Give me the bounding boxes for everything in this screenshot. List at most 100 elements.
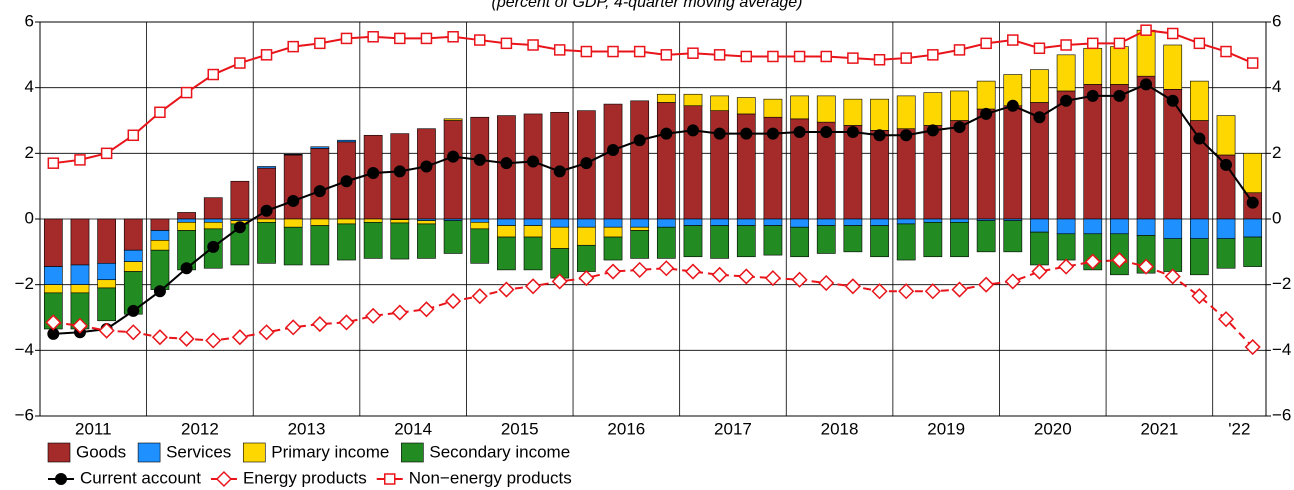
bar (816, 95, 836, 123)
line-marker (180, 262, 193, 275)
bar (656, 93, 676, 103)
line-marker (394, 32, 406, 45)
bar (97, 287, 116, 322)
bar (843, 218, 863, 226)
line-marker (580, 157, 593, 170)
bar (1056, 218, 1076, 235)
y-tick-label: 4 (25, 77, 34, 96)
line-marker (1111, 251, 1128, 269)
bar (497, 236, 516, 271)
line-marker (604, 263, 622, 280)
bar (1030, 69, 1049, 103)
bar (630, 230, 650, 259)
bar (443, 118, 463, 121)
line-marker (498, 281, 515, 298)
bar (896, 223, 916, 261)
bar (976, 108, 996, 220)
line-marker (553, 44, 566, 56)
bar (203, 218, 223, 223)
y2-tick-label: 4 (1272, 77, 1281, 96)
bar (283, 226, 303, 266)
bar (790, 95, 809, 120)
bar (896, 218, 916, 225)
line-marker (233, 221, 246, 234)
bar (523, 218, 543, 226)
line-marker (660, 49, 673, 61)
line-marker (1246, 196, 1259, 209)
line-marker (873, 54, 886, 66)
bar (443, 220, 463, 254)
x-tick-label: 2013 (288, 419, 326, 438)
line-marker (180, 86, 193, 99)
y-tick-label: 6 (25, 11, 34, 30)
y2-tick-label: 6 (1272, 11, 1281, 30)
y2-tick-label: −6 (1272, 405, 1291, 424)
line-marker (898, 283, 915, 300)
line-marker (45, 314, 62, 331)
line-marker (178, 330, 195, 347)
line-marker (154, 106, 166, 119)
bar (1003, 220, 1023, 253)
line-marker (1244, 338, 1261, 356)
line-marker (713, 49, 726, 61)
x-tick-label: 2021 (1140, 419, 1178, 438)
bar (923, 221, 943, 258)
bar (337, 218, 356, 225)
y-tick-label: 2 (25, 143, 34, 162)
line-marker (420, 32, 433, 45)
bar (870, 130, 889, 220)
line-marker (793, 125, 806, 138)
line-marker (1113, 89, 1126, 102)
bar (283, 154, 303, 156)
line-marker (311, 316, 328, 333)
line-marker (1191, 288, 1208, 305)
bar (150, 218, 170, 231)
line-marker (285, 319, 302, 336)
x-tick-label: 2012 (181, 419, 219, 438)
bar (950, 120, 969, 220)
line-marker (1006, 99, 1019, 112)
line-marker (313, 185, 326, 198)
line-marker (447, 150, 460, 163)
line-marker (500, 157, 513, 170)
bar (1136, 75, 1156, 220)
y-tick-label: −2 (15, 274, 34, 293)
bar (150, 240, 170, 251)
bar (577, 244, 596, 272)
bar (870, 98, 889, 131)
line-marker (1220, 45, 1232, 58)
bar (257, 166, 276, 169)
bar (43, 266, 63, 285)
bar (656, 226, 676, 259)
bar (736, 225, 756, 258)
line-marker (633, 45, 646, 58)
line-marker (1166, 94, 1179, 107)
line-marker (607, 45, 619, 58)
bar (177, 212, 196, 220)
bar (816, 225, 836, 254)
line-marker (260, 204, 273, 217)
line-marker (1193, 132, 1206, 145)
line-marker (607, 144, 620, 157)
bar (870, 218, 889, 226)
legend-swatch (137, 442, 161, 463)
line-marker (1033, 42, 1046, 55)
bar (630, 226, 650, 231)
line-marker (258, 324, 275, 341)
bar (1110, 218, 1129, 235)
line-marker (151, 329, 168, 346)
bar (950, 221, 969, 258)
line-marker (766, 127, 779, 140)
line-marker (1217, 311, 1235, 328)
bar (710, 218, 729, 226)
bar (97, 218, 116, 264)
line-marker (980, 37, 992, 50)
bar (123, 218, 143, 251)
line-marker (660, 127, 673, 140)
bar (443, 120, 463, 220)
line-marker (1087, 37, 1099, 50)
line-marker (393, 165, 406, 178)
bar (683, 105, 703, 220)
bar (816, 218, 836, 226)
bar (1216, 218, 1236, 240)
